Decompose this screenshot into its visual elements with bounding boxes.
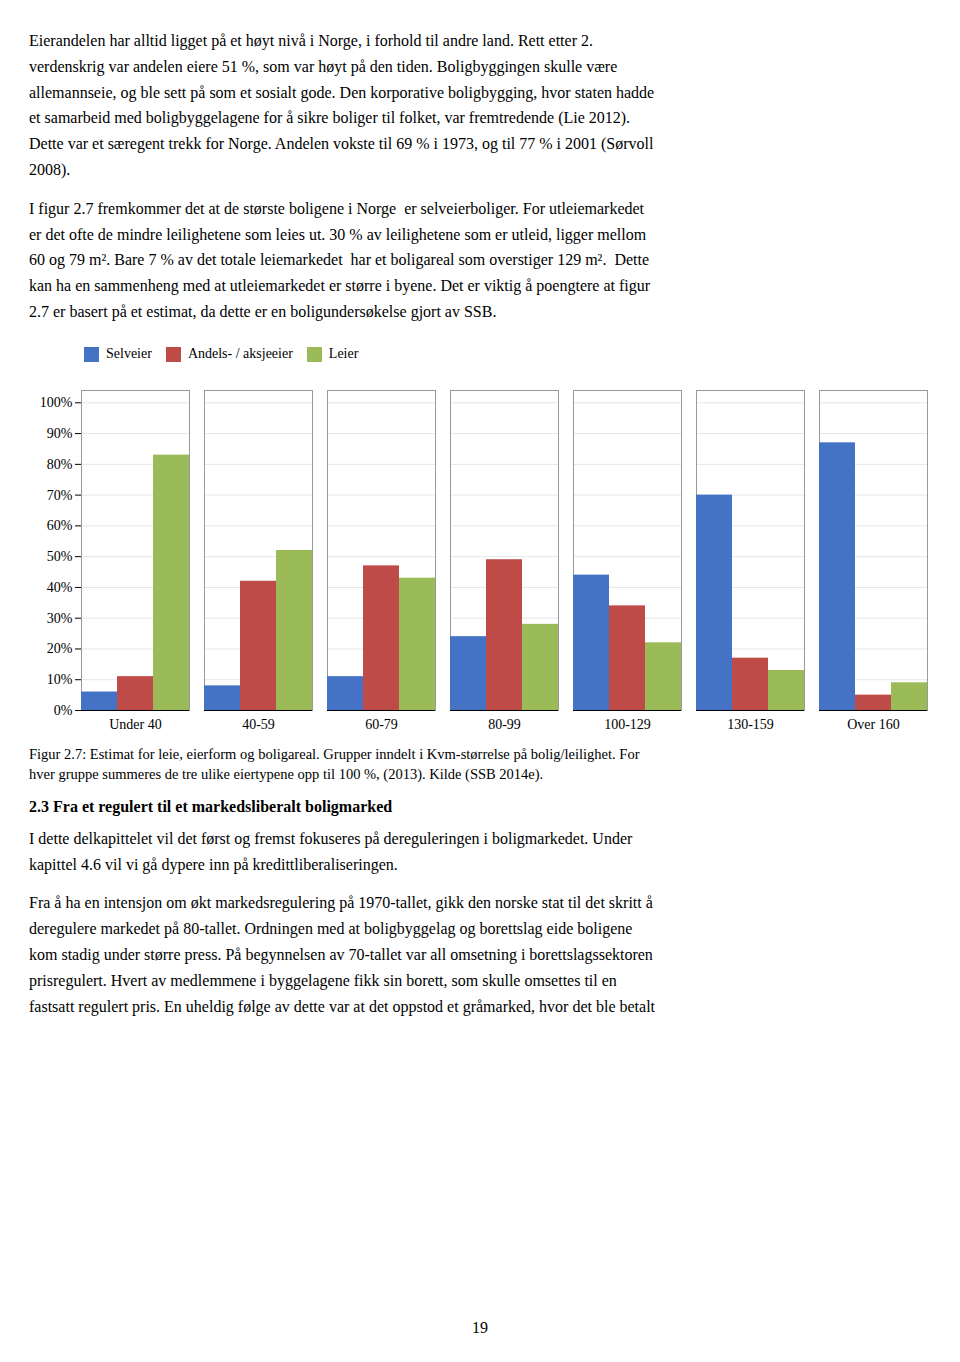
html-text:Eierandelen har alltid ligget: Eierandelen har alltid ligget på et høyt… xyxy=(29,32,593,49)
html-text:Andels- / aksjeeier: Andels- / aksjeeier xyxy=(187,346,293,362)
svg-text:50%: 50% xyxy=(47,549,73,564)
html-text:et samarbeid med boligbyggelag: et samarbeid med boligbyggelagene for å … xyxy=(29,109,631,127)
svg-text:130-159: 130-159 xyxy=(727,717,774,732)
html-text:60 og 79 m². Bare 7 % av det t: 60 og 79 m². Bare 7 % av det totale leie… xyxy=(29,251,650,269)
svg-text:Over 160: Over 160 xyxy=(847,717,900,732)
svg-text:60-79: 60-79 xyxy=(365,717,398,732)
svg-text:70%: 70% xyxy=(47,487,73,502)
html-text:2.3 Fra et regulert til et mar: 2.3 Fra et regulert til et markedslibera… xyxy=(29,797,393,815)
svg-text:80-99: 80-99 xyxy=(488,717,521,732)
svg-text:100-129: 100-129 xyxy=(604,717,651,732)
html-text:Selveier: Selveier xyxy=(106,346,152,362)
svg-text:40-59: 40-59 xyxy=(242,717,275,732)
html-text:2.7 er basert på et estimat, d: 2.7 er basert på et estimat, da dette er… xyxy=(29,303,497,320)
svg-text:30%: 30% xyxy=(47,610,73,625)
svg-text:20%: 20% xyxy=(47,641,73,656)
html-text:deregulere markedet på 80-tall: deregulere markedet på 80-tallet. Ordnin… xyxy=(29,920,633,938)
html-text:kapittel 4.6 vil vi gå dypere: kapittel 4.6 vil vi gå dypere inn på kre… xyxy=(29,855,398,873)
svg-text:Under 40: Under 40 xyxy=(109,717,162,732)
html-text:verdenskrig var andelen eiere: verdenskrig var andelen eiere 51 %, som … xyxy=(29,57,618,75)
html-text:Fra å ha en intensjon om økt m: Fra å ha en intensjon om økt markedsregu… xyxy=(29,894,653,912)
svg-text:40%: 40% xyxy=(47,580,73,595)
svg-text:90%: 90% xyxy=(47,426,73,441)
html-text:2008).: 2008). xyxy=(29,161,71,178)
html-text:19: 19 xyxy=(472,1319,488,1336)
html-text:kan ha en sammenheng med at ut: kan ha en sammenheng med at utleiemarked… xyxy=(29,277,651,295)
html-text:hver gruppe summeres de tre ul: hver gruppe summeres de tre ulike eierty… xyxy=(29,765,544,782)
html-text:allemannseie, og ble sett på s: allemannseie, og ble sett på som et sosi… xyxy=(29,83,655,101)
html-text:I dette delkapittelet vil det: I dette delkapittelet vil det først og f… xyxy=(29,829,633,847)
html-text:prisregulert. Hvert av medlemm: prisregulert. Hvert av medlemmene i bygg… xyxy=(29,971,617,989)
svg-text:0%: 0% xyxy=(54,703,73,718)
svg-text:60%: 60% xyxy=(47,518,73,533)
html-text:kom stadig under større press.: kom stadig under større press. På begynn… xyxy=(29,946,653,963)
html-text:Dette var et særegent trekk fo: Dette var et særegent trekk for Norge. A… xyxy=(29,135,654,153)
html-text:er det ofte de mindre leilighe: er det ofte de mindre leilighetene som l… xyxy=(29,225,647,243)
html-text:Figur 2.7: Estimat for leie, e: Figur 2.7: Estimat for leie, eierform og… xyxy=(29,745,640,762)
html-text:fastsatt regulert pris. En uhe: fastsatt regulert pris. En uheldig følge… xyxy=(29,997,655,1015)
svg-text:80%: 80% xyxy=(47,457,73,472)
svg-text:10%: 10% xyxy=(47,672,73,687)
html-text:I figur 2.7 fremkommer det at: I figur 2.7 fremkommer det at de største… xyxy=(29,199,645,217)
svg-text:100%: 100% xyxy=(40,395,73,410)
html-text:Leier: Leier xyxy=(328,346,359,362)
